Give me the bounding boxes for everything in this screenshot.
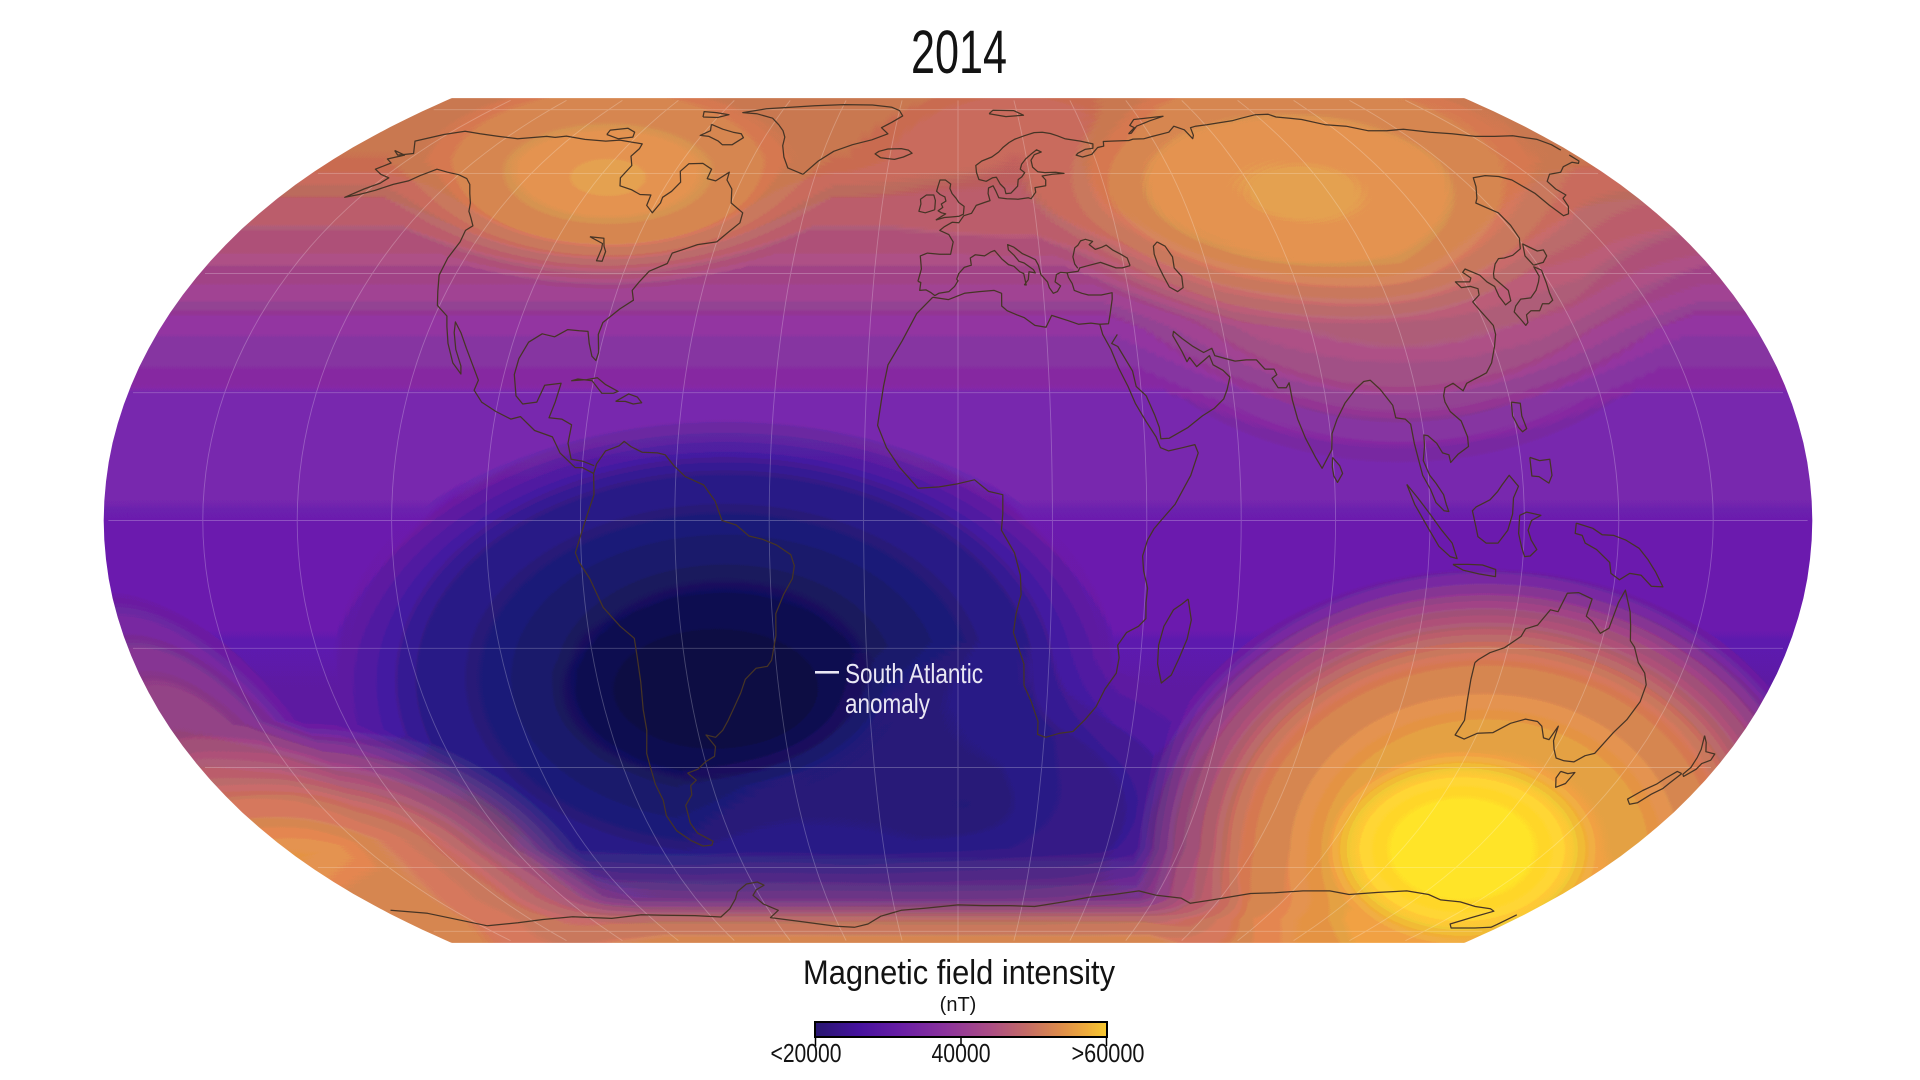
- svg-text:Magnetic field intensity: Magnetic field intensity: [803, 954, 1115, 992]
- svg-text:>60000: >60000: [1072, 1038, 1145, 1068]
- svg-text:anomaly: anomaly: [845, 688, 930, 719]
- svg-text:<20000: <20000: [771, 1038, 842, 1068]
- svg-text:South Atlantic: South Atlantic: [845, 658, 983, 689]
- svg-text:(nT): (nT): [940, 994, 977, 1016]
- svg-text:40000: 40000: [932, 1038, 991, 1068]
- svg-text:2014: 2014: [911, 18, 1007, 86]
